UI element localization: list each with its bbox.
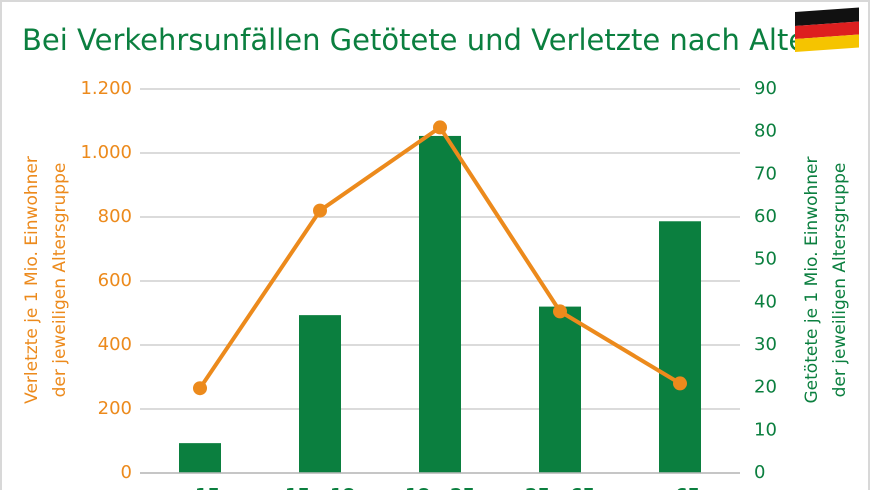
y2-tick-label: 80 xyxy=(754,121,777,142)
bar xyxy=(419,135,461,473)
line-point xyxy=(673,376,687,391)
flag xyxy=(795,7,859,52)
line-point xyxy=(313,203,327,218)
y-tick-label: 1.000 xyxy=(80,142,132,163)
y2-tick-label: 40 xyxy=(754,291,777,312)
bar xyxy=(299,315,341,473)
y2-tick-label: 20 xyxy=(754,377,777,398)
x-tick-label: <15 xyxy=(180,485,220,490)
y-tick-label: 1.200 xyxy=(80,78,132,99)
y-tick-label: 600 xyxy=(98,270,132,291)
y2-axis-label-line: der jeweiligen Altersgruppe xyxy=(830,163,850,398)
y-axis-label-line: der jeweiligen Altersgruppe xyxy=(50,163,70,398)
line-point xyxy=(433,120,447,135)
chart-title: Bei Verkehrsunfällen Getötete und Verlet… xyxy=(22,23,818,57)
y2-tick-label: 0 xyxy=(754,462,765,483)
x-tick-label: >65 xyxy=(660,485,700,490)
line-point xyxy=(193,381,207,396)
y-tick-label: 400 xyxy=(98,334,132,355)
x-tick-label: 25 - 65 xyxy=(525,485,595,490)
y-tick-label: 200 xyxy=(98,398,132,419)
bar xyxy=(539,306,581,473)
y2-tick-label: 30 xyxy=(754,334,777,355)
y2-axis-label: Getötete je 1 Mio. Einwohner der jeweili… xyxy=(802,156,850,403)
y-tick-label: 0 xyxy=(121,462,132,483)
bar xyxy=(179,443,221,473)
y2-tick-label: 50 xyxy=(754,249,777,270)
y2-axis-label-line: Getötete je 1 Mio. Einwohner xyxy=(802,156,822,403)
y2-tick-label: 70 xyxy=(754,163,777,184)
y2-tick-label: 90 xyxy=(754,78,777,99)
y2-tick-label: 60 xyxy=(754,206,777,227)
y-tick-label: 800 xyxy=(98,206,132,227)
x-tick-label: 15 - 18 xyxy=(285,485,355,490)
x-tick-label: 18 - 25 xyxy=(405,485,475,490)
y-axis-label-line: Verletzte je 1 Mio. Einwohner xyxy=(22,156,42,404)
line-point xyxy=(553,304,567,319)
bar xyxy=(659,221,701,473)
y2-tick-label: 10 xyxy=(754,419,777,440)
y-axis-label: Verletzte je 1 Mio. Einwohner der jeweil… xyxy=(22,156,70,404)
